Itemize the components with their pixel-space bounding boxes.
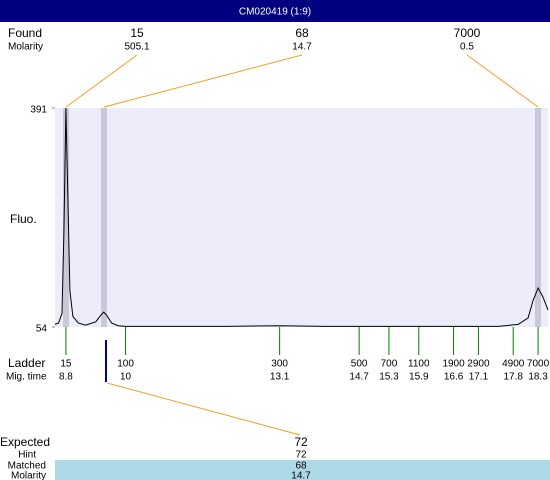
ladder-size: 2900 — [467, 359, 490, 370]
ladder-size: 300 — [271, 359, 288, 370]
ladder-time: 17.8 — [503, 372, 523, 383]
molarity-label: Molarity — [8, 42, 43, 53]
peak-connector — [466, 54, 539, 108]
ladder-size: 1900 — [442, 359, 465, 370]
expected-connector — [106, 382, 301, 436]
ladder-size: 1100 — [408, 359, 430, 370]
ladder-time: 17.1 — [469, 372, 489, 383]
matched-label: Matched — [8, 461, 46, 472]
ladder-size: 7000 — [527, 359, 550, 370]
ladder-time: 13.1 — [270, 372, 290, 383]
title: CM020419 (1:9) — [239, 7, 311, 18]
ladder-size: 15 — [60, 359, 72, 370]
expected-label: Expected — [0, 435, 50, 449]
ladder-time: 10 — [120, 372, 132, 383]
ladder-size: 500 — [351, 359, 368, 370]
y-tick-label: 391 — [30, 105, 47, 116]
ladder-time: 8.8 — [59, 372, 73, 383]
peak-highlight — [535, 108, 541, 327]
matched-band — [55, 460, 550, 480]
peak-connector — [103, 54, 303, 108]
peak-highlight — [101, 108, 107, 327]
ladder-time: 15.3 — [379, 372, 399, 383]
expected-molarity: 14.7 — [291, 471, 311, 480]
trace — [54, 107, 549, 327]
peak-connector — [65, 54, 138, 108]
found-size: 15 — [130, 26, 144, 40]
found-molarity: 0.5 — [460, 42, 474, 53]
ladder-time: 16.6 — [444, 372, 464, 383]
hint-label: Hint — [18, 450, 36, 461]
ladder-time: 14.7 — [349, 372, 369, 383]
peak-highlight — [63, 108, 69, 327]
matched-value: 68 — [295, 461, 307, 472]
found-size: 7000 — [454, 26, 481, 40]
found-label: Found — [8, 26, 42, 40]
title-bar — [0, 0, 550, 22]
found-size: 68 — [295, 26, 309, 40]
ladder-label: Ladder — [8, 356, 45, 370]
y-axis-label: Fluo. — [10, 212, 37, 226]
y-tick-label: 54 — [36, 324, 48, 335]
expected-value: 72 — [294, 435, 308, 449]
expected-molarity-label: Molarity — [11, 471, 46, 480]
ladder-time: 15.9 — [409, 372, 429, 383]
ladder-size: 100 — [117, 359, 134, 370]
ladder-time: 18.3 — [528, 372, 548, 383]
hint-value: 72 — [295, 450, 307, 461]
ladder-size: 4900 — [502, 359, 525, 370]
mig-time-label: Mig. time — [6, 372, 47, 383]
plot-area — [55, 108, 548, 327]
ladder-size: 700 — [381, 359, 398, 370]
found-molarity: 505.1 — [124, 42, 149, 53]
found-molarity: 14.7 — [292, 42, 312, 53]
